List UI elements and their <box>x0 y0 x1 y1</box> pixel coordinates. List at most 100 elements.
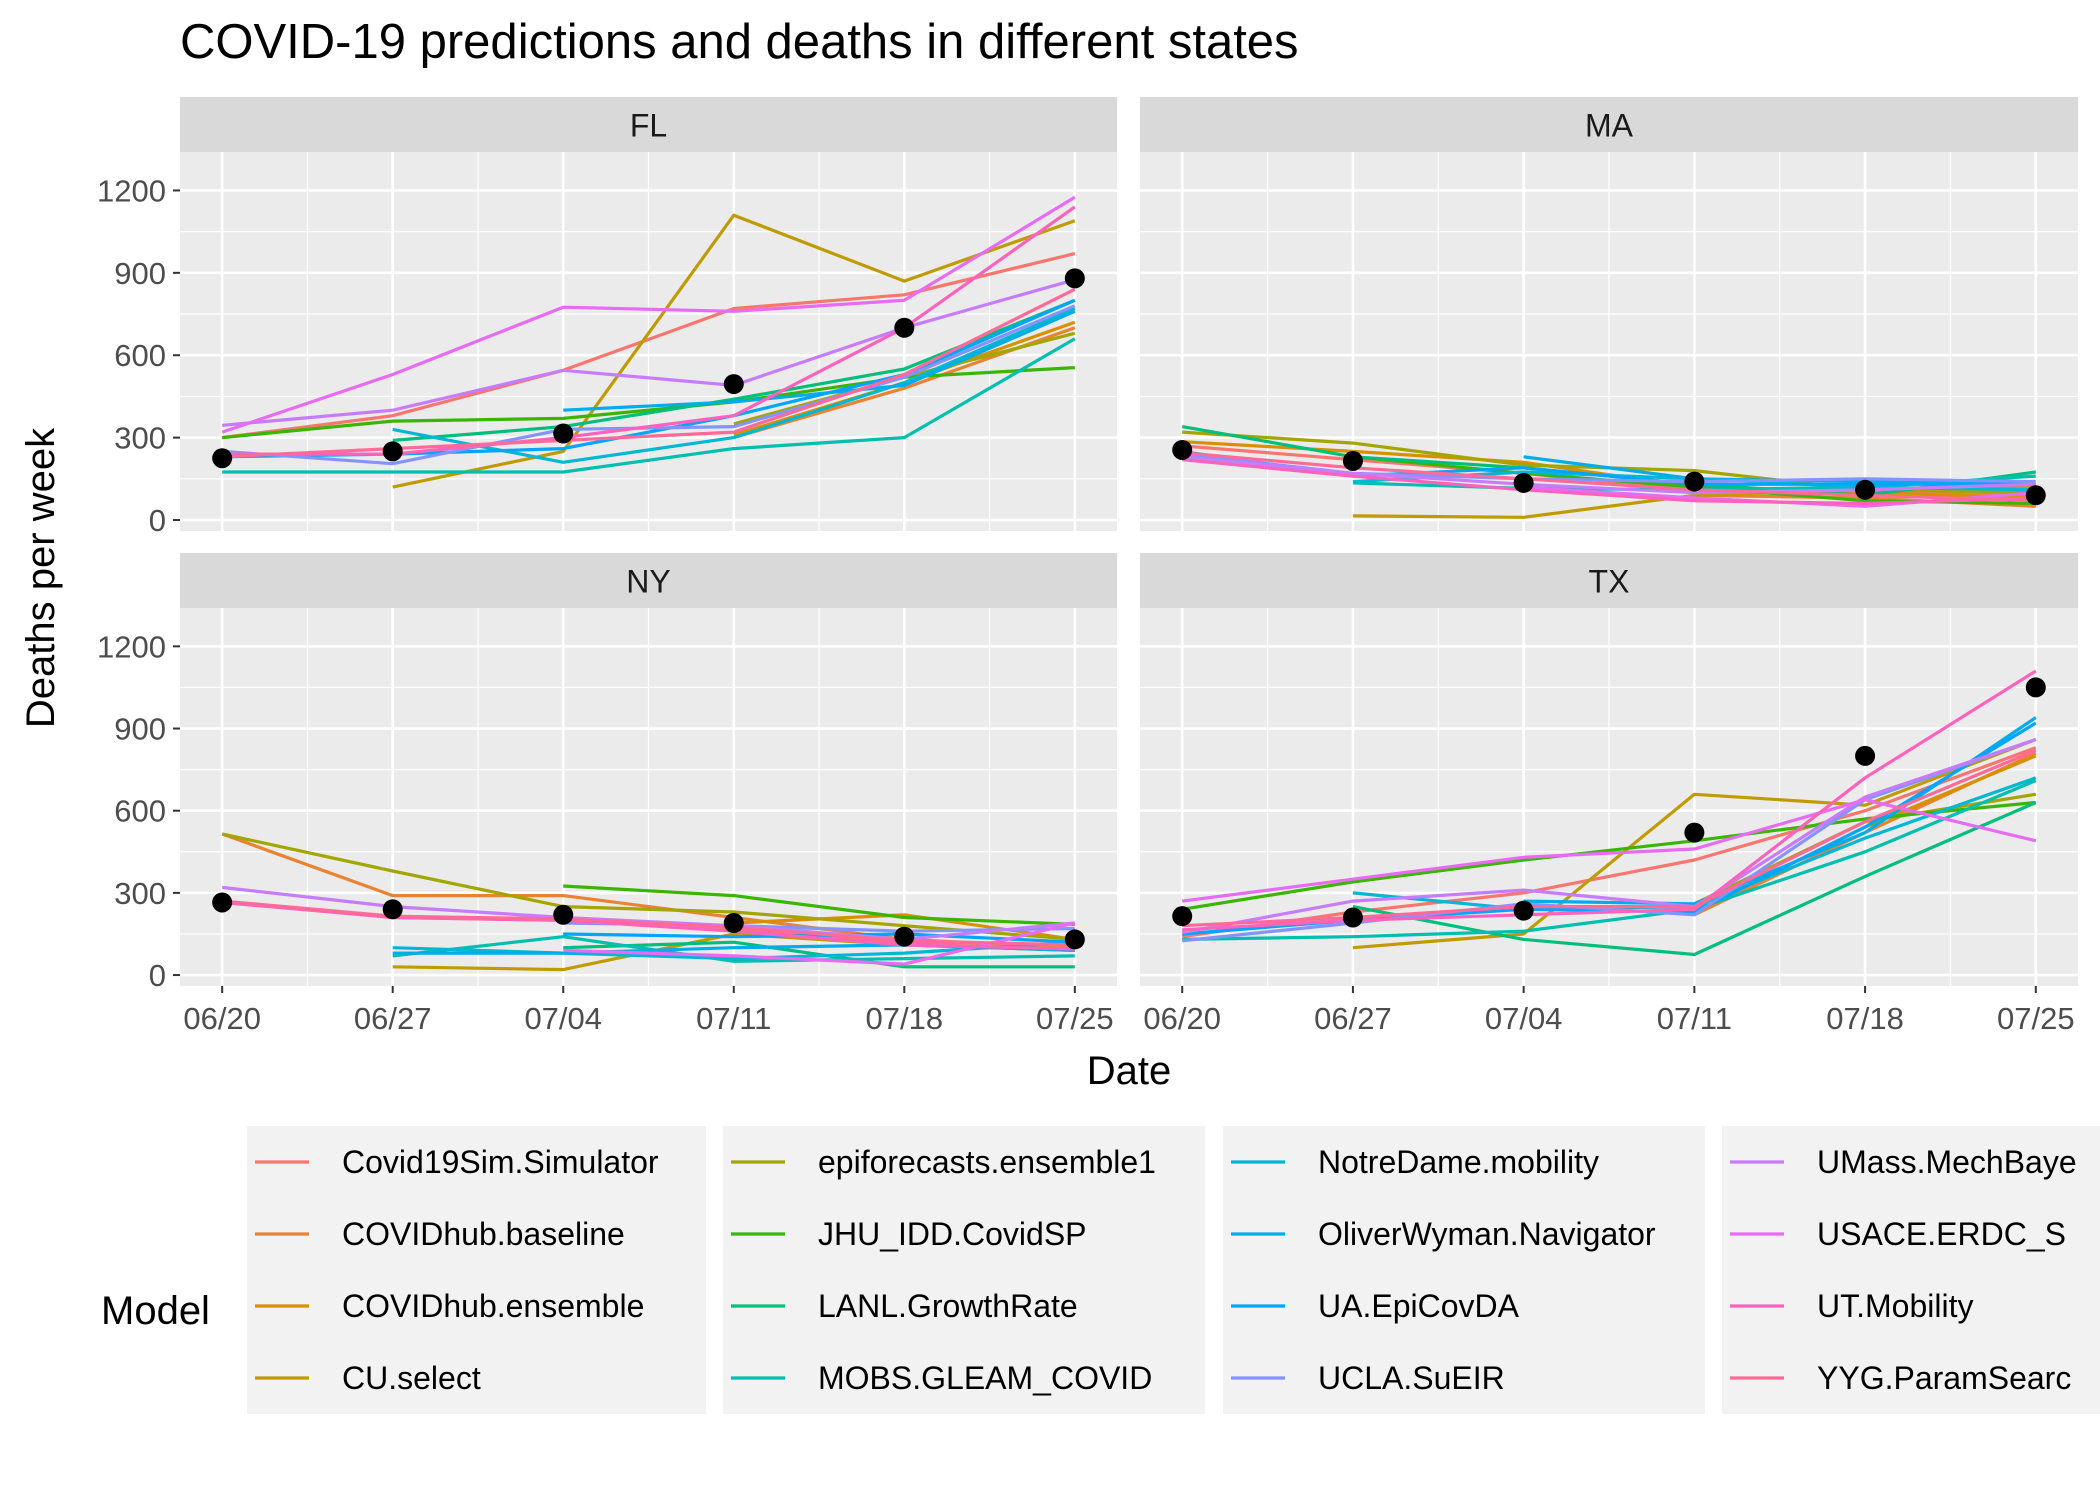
legend-column-bg <box>723 1126 1205 1414</box>
series-line <box>221 252 1076 440</box>
legend-label: LANL.GrowthRate <box>818 1288 1078 1324</box>
observed-point <box>894 317 915 338</box>
legend-label: UA.EpiCovDA <box>1318 1288 1520 1324</box>
observed-point <box>553 423 574 444</box>
x-tick-label: 07/04 <box>524 1001 602 1036</box>
series-line <box>1182 669 2037 932</box>
series-line <box>392 935 1075 963</box>
panel-tx: TX 06/20 06/27 07/04 07/11 07/18 07/25 <box>1140 553 2078 1036</box>
x-tick-label: 06/27 <box>354 1001 432 1036</box>
legend-label: UT.Mobility <box>1817 1288 1973 1324</box>
series-line <box>222 366 1075 440</box>
legend-label: OliverWyman.Navigator <box>1318 1216 1656 1252</box>
series-line <box>1182 748 2037 928</box>
y-axis-title: Deaths per week <box>19 427 63 728</box>
observed-point <box>1513 472 1534 493</box>
series-line <box>222 899 1075 947</box>
legend-label: JHU_IDD.CovidSP <box>818 1216 1087 1252</box>
x-tick-label: 06/27 <box>1314 1001 1392 1036</box>
y-tick-label: 300 <box>114 876 166 911</box>
facet-strip-label: TX <box>1589 564 1630 600</box>
observed-point <box>1172 439 1193 460</box>
facet-strip-label: MA <box>1585 108 1634 144</box>
y-tick-label: 1200 <box>97 629 166 664</box>
observed-point <box>1684 471 1705 492</box>
legend-label: COVIDhub.ensemble <box>342 1288 644 1324</box>
y-tick-label: 1200 <box>97 173 166 208</box>
y-tick-label: 600 <box>114 338 166 373</box>
facet-strip <box>1140 97 2078 152</box>
x-tick-label: 07/25 <box>1997 1001 2075 1036</box>
observed-point <box>723 374 744 395</box>
series-lines <box>221 195 1076 489</box>
series-line <box>1182 458 2036 506</box>
y-tick-label: 900 <box>114 256 166 291</box>
observed-point <box>1684 822 1705 843</box>
legend-label: NotreDame.mobility <box>1318 1144 1599 1180</box>
y-tick-label: 600 <box>114 794 166 829</box>
legend: Model Covid19Sim.Simulator COVIDhub.basel… <box>101 1126 2100 1414</box>
observed-point <box>212 448 233 469</box>
x-tick-label: 06/20 <box>183 1001 261 1036</box>
legend-label: USACE.ERDC_S <box>1817 1216 2066 1252</box>
series-lines <box>1181 669 2037 957</box>
observed-points <box>1172 677 2046 928</box>
legend-label: COVIDhub.baseline <box>342 1216 625 1252</box>
facet-strip <box>1140 553 2078 608</box>
chart-title: COVID-19 predictions and deaths in diffe… <box>180 15 1299 69</box>
observed-point <box>1342 907 1363 928</box>
observed-point <box>2025 485 2046 506</box>
y-tick-label: 900 <box>114 712 166 747</box>
series-line <box>1182 455 2036 495</box>
observed-point <box>212 892 233 913</box>
observed-points <box>212 268 1085 469</box>
observed-point <box>1513 900 1534 921</box>
observed-point <box>894 926 915 947</box>
series-line <box>221 195 1076 434</box>
legend-label: UMass.MechBaye <box>1817 1144 2077 1180</box>
series-line <box>222 278 1076 427</box>
facet-strip-label: NY <box>626 564 670 600</box>
series-line <box>733 913 1076 941</box>
x-tick-label: 07/04 <box>1485 1001 1563 1036</box>
facet-panels: FL 0 300 600 900 1200 MA NY 0 300 600 900 1200 06/20 0… <box>97 97 2078 1036</box>
x-tick-label: 06/20 <box>1143 1001 1221 1036</box>
observed-point <box>382 899 403 920</box>
x-tick-label: 07/11 <box>1657 1001 1732 1036</box>
series-line <box>1182 737 2037 943</box>
observed-point <box>1342 450 1363 471</box>
legend-label: MOBS.GLEAM_COVID <box>818 1360 1152 1396</box>
y-axis-title-group: Deaths per week <box>19 427 63 728</box>
series-line <box>222 337 1076 474</box>
series-line <box>1182 451 2036 503</box>
series-line <box>1182 779 2037 941</box>
legend-column-bg <box>1223 1126 1705 1414</box>
series-line <box>222 205 1076 456</box>
series-lines <box>221 832 1076 972</box>
legend-label: Covid19Sim.Simulator <box>342 1144 659 1180</box>
facet-strip <box>180 97 1117 152</box>
series-line <box>1181 737 2037 935</box>
observed-point <box>723 913 744 933</box>
x-axis-title: Date <box>1087 1049 1172 1093</box>
observed-point <box>1855 479 1876 500</box>
observed-point <box>1064 268 1085 289</box>
observed-point <box>1855 745 1876 766</box>
legend-title: Model <box>101 1289 210 1333</box>
facet-strip-label: FL <box>630 108 667 144</box>
y-tick-label: 0 <box>149 503 166 538</box>
x-tick-label: 07/18 <box>1826 1001 1904 1036</box>
series-line <box>1181 746 2037 939</box>
legend-label: CU.select <box>342 1360 481 1396</box>
legend-column-bg <box>247 1126 706 1414</box>
panel-fl: FL 0 300 600 900 1200 <box>97 97 1117 538</box>
legend-label: UCLA.SuEIR <box>1318 1360 1505 1396</box>
observed-point <box>553 904 574 925</box>
panel-ma: MA <box>1140 97 2078 531</box>
y-tick-label: 300 <box>114 421 166 456</box>
x-tick-label: 07/18 <box>866 1001 944 1036</box>
x-tick-label: 07/25 <box>1036 1001 1114 1036</box>
series-line <box>1352 738 2037 950</box>
observed-point <box>2025 677 2046 698</box>
